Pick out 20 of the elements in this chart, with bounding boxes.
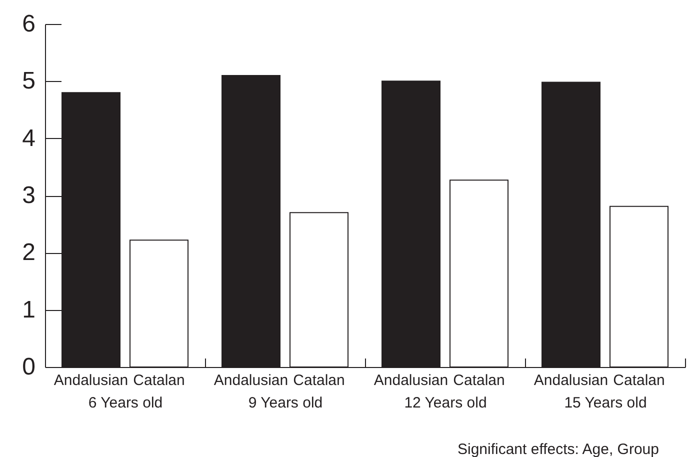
y-tick-label: 3 <box>22 182 36 209</box>
x-tick-label: 15 Years old <box>564 394 647 412</box>
x-tick-label: 6 Years old <box>88 394 163 412</box>
x-tick-label: 12 Years old <box>404 394 487 412</box>
y-tick-label: 4 <box>22 124 36 152</box>
y-tick-label: 0 <box>22 354 36 380</box>
text: Catalan <box>613 372 665 389</box>
text: Andalusian <box>534 372 608 389</box>
text: Andalusian <box>374 372 448 389</box>
y-tick-label: 2 <box>22 239 36 266</box>
y-tick-label: 6 <box>22 10 36 38</box>
x-tick-label: 9 Years old <box>248 394 323 412</box>
series-label: Andalusian <box>54 372 128 389</box>
y-tick-label: 1 <box>22 296 36 324</box>
text: Andalusian <box>214 372 288 389</box>
text: Catalan <box>453 372 505 389</box>
series-label: Catalan <box>133 372 185 389</box>
text: Significant effects: Age, Group <box>457 441 659 457</box>
text: Catalan <box>293 372 345 389</box>
y-tick-label: 5 <box>22 68 36 95</box>
